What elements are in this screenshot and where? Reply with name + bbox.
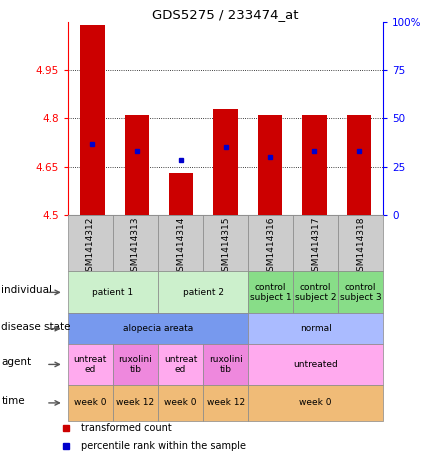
Text: GSM1414315: GSM1414315 — [221, 217, 230, 277]
Bar — [68, 215, 113, 271]
Bar — [124, 115, 149, 215]
Text: control
subject 1: control subject 1 — [250, 283, 291, 302]
Bar — [169, 173, 193, 215]
Bar — [158, 385, 203, 421]
Bar — [113, 385, 158, 421]
Text: agent: agent — [1, 357, 32, 367]
Text: normal: normal — [300, 324, 332, 333]
Text: week 0: week 0 — [300, 398, 332, 407]
Bar — [203, 344, 248, 385]
Text: time: time — [1, 396, 25, 406]
Title: GDS5275 / 233474_at: GDS5275 / 233474_at — [152, 8, 299, 21]
Bar — [68, 313, 248, 344]
Bar — [338, 271, 383, 313]
Text: GSM1414313: GSM1414313 — [131, 217, 140, 277]
Text: GSM1414316: GSM1414316 — [266, 217, 275, 277]
Bar — [248, 313, 383, 344]
Text: GSM1414312: GSM1414312 — [86, 217, 95, 277]
Text: week 0: week 0 — [74, 398, 107, 407]
Text: week 0: week 0 — [164, 398, 197, 407]
Bar — [158, 344, 203, 385]
Bar — [158, 215, 203, 271]
Bar — [68, 385, 113, 421]
Text: ruxolini
tib: ruxolini tib — [119, 355, 152, 374]
Bar — [213, 109, 238, 215]
Bar — [248, 344, 383, 385]
Bar — [258, 115, 282, 215]
Bar — [293, 271, 338, 313]
Bar — [113, 215, 158, 271]
Bar — [248, 215, 293, 271]
Bar — [248, 385, 383, 421]
Text: control
subject 3: control subject 3 — [340, 283, 381, 302]
Text: percentile rank within the sample: percentile rank within the sample — [81, 441, 246, 451]
Text: week 12: week 12 — [206, 398, 245, 407]
Text: untreat
ed: untreat ed — [164, 355, 197, 374]
Text: untreat
ed: untreat ed — [74, 355, 107, 374]
Bar — [113, 344, 158, 385]
Bar — [203, 215, 248, 271]
Text: alopecia areata: alopecia areata — [123, 324, 193, 333]
Bar — [203, 385, 248, 421]
Text: control
subject 2: control subject 2 — [295, 283, 336, 302]
Text: individual: individual — [1, 285, 52, 295]
Text: untreated: untreated — [293, 360, 338, 369]
Text: ruxolini
tib: ruxolini tib — [208, 355, 243, 374]
Text: disease state: disease state — [1, 322, 71, 332]
Text: week 12: week 12 — [117, 398, 155, 407]
Bar — [346, 115, 371, 215]
Text: GSM1414314: GSM1414314 — [176, 217, 185, 277]
Bar — [248, 271, 293, 313]
Text: patient 2: patient 2 — [183, 288, 223, 297]
Bar — [80, 25, 105, 215]
Bar — [302, 115, 327, 215]
Bar — [68, 271, 158, 313]
Bar — [158, 271, 248, 313]
Text: GSM1414317: GSM1414317 — [311, 217, 320, 277]
Text: GSM1414318: GSM1414318 — [356, 217, 365, 277]
Text: transformed count: transformed count — [81, 423, 172, 433]
Bar — [68, 344, 113, 385]
Text: patient 1: patient 1 — [92, 288, 134, 297]
Bar — [293, 215, 338, 271]
Bar — [338, 215, 383, 271]
